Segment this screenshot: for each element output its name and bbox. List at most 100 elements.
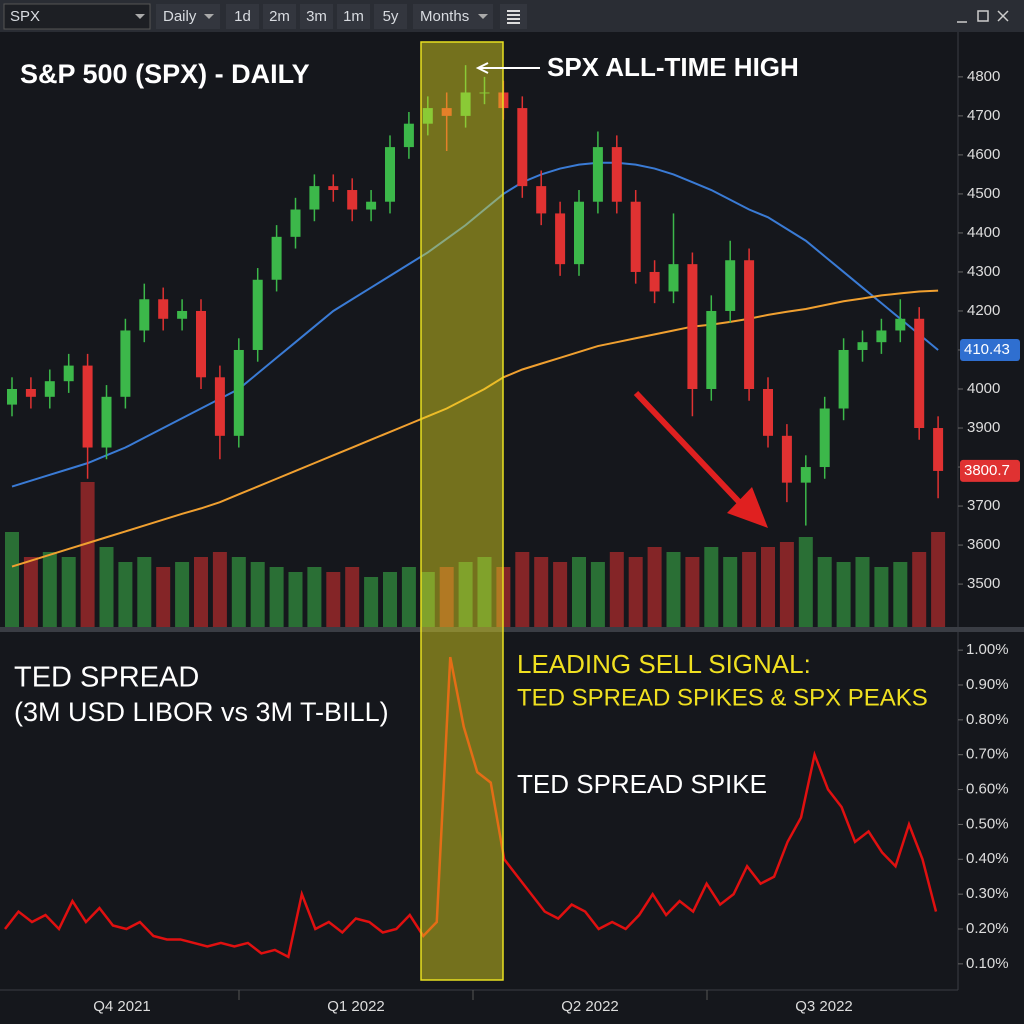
candle-body (838, 349, 849, 409)
ted-subtitle: (3M USD LIBOR vs 3M T-BILL) (14, 697, 389, 727)
range-button[interactable] (337, 4, 370, 29)
range-button[interactable] (300, 4, 333, 29)
candle-body (63, 365, 74, 382)
volume-bar (798, 537, 813, 627)
range-buttons: 1d 2m 3m 1m 5y (226, 4, 407, 29)
candle-body (630, 201, 641, 272)
volume-bar (590, 562, 605, 627)
y-tick-label: 0.30% (966, 885, 1009, 902)
candle-body (422, 108, 433, 124)
volume-bar (666, 552, 681, 627)
menu-button[interactable] (500, 4, 527, 29)
candle-body (252, 279, 263, 350)
y-tick-label: 3600 (967, 536, 1000, 553)
y-tick-label: 0.10% (966, 955, 1009, 972)
candle-body (25, 389, 36, 397)
y-tick-label: 4800 (967, 68, 1000, 85)
scale-button[interactable] (413, 4, 493, 29)
volume-bar (364, 577, 379, 627)
interval: Daily (163, 8, 197, 25)
candle-body (574, 201, 584, 265)
candle-body (668, 264, 679, 292)
x-label: Q4 2021 (93, 998, 151, 1015)
x-label: Q2 2022 (561, 998, 619, 1015)
volume-bar (401, 567, 416, 627)
range-button[interactable] (374, 4, 407, 29)
y-tick-label: 4300 (967, 263, 1000, 280)
volume-bar (175, 562, 190, 627)
y-tick-label: 0.60% (966, 781, 1009, 798)
volume-bar (534, 557, 549, 627)
candle-body (781, 435, 792, 483)
y-tick-label: 4500 (967, 185, 1000, 202)
volume-bar (458, 562, 473, 627)
candle-body (687, 264, 698, 389)
volume-bar (515, 552, 530, 627)
marks: 3500360037003800390040004100420043004400… (4, 65, 1020, 1015)
candle-body (536, 186, 547, 214)
candle-body (857, 342, 868, 350)
price-title: S&P 500 (SPX) - DAILY (20, 59, 310, 89)
volume-bar (156, 567, 171, 627)
signal-annotation: TED SPREAD SPIKES & SPX PEAKS (517, 684, 928, 711)
candle-body (82, 365, 93, 448)
volume-bar (231, 557, 246, 627)
moving-average (11, 289, 939, 568)
candle-body (403, 123, 414, 148)
x-label: Q3 2022 (795, 998, 853, 1015)
volume-bar (704, 547, 719, 627)
down-arrow (633, 390, 745, 508)
volume-bar (345, 567, 360, 627)
volume-bar (723, 557, 738, 627)
price-label-box (960, 338, 1020, 361)
dropdown-arrow (204, 14, 214, 19)
volume-bar (609, 552, 624, 627)
y-tick-label: 4200 (967, 302, 1000, 319)
range-button[interactable] (226, 4, 259, 29)
volume-bar (80, 482, 95, 627)
volume-bar (817, 557, 832, 627)
price-label: 3800.7 (964, 462, 1010, 479)
y-tick-label: 1.00% (966, 641, 1009, 658)
candle-body (120, 330, 131, 397)
candle-body (744, 260, 755, 389)
y-tick-label: 0.80% (966, 711, 1009, 728)
candle-body (819, 408, 830, 468)
y-tick-label: 4700 (967, 107, 1000, 124)
moving-average (11, 161, 939, 488)
volume-bar (572, 557, 586, 627)
price-label: 410.43 (964, 341, 1010, 358)
window-controls[interactable] (957, 10, 1009, 23)
volume-bar (855, 557, 870, 627)
candle-body (649, 271, 660, 292)
candle-body (800, 467, 811, 483)
symbol-box[interactable] (3, 3, 151, 30)
candle-body (328, 186, 339, 191)
ath-arrow (475, 62, 540, 74)
candle-body (592, 147, 603, 202)
down-arrow-head (727, 487, 768, 528)
volume-bar (836, 562, 851, 627)
candle-body (214, 377, 225, 436)
candle-body (366, 201, 377, 210)
candle-body (555, 213, 566, 265)
candle-body (385, 147, 395, 202)
volume-bar (912, 552, 927, 627)
candle-body (196, 310, 206, 378)
candle-body (271, 236, 282, 280)
volume-bar (326, 572, 341, 627)
candle-body (763, 389, 773, 436)
candle-body (479, 92, 490, 94)
candle-body (460, 92, 471, 116)
dropdown-arrow (478, 14, 488, 19)
range-button[interactable] (263, 4, 296, 29)
y-tick-label: 3500 (967, 575, 1000, 592)
ath-annotation: SPX ALL-TIME HIGH (547, 52, 799, 82)
volume-bar (118, 562, 133, 627)
y-tick-label: 4000 (967, 380, 1000, 397)
volume-bar (61, 557, 76, 627)
y-tick-label: 0.20% (966, 920, 1009, 937)
candle-body (309, 186, 320, 210)
y-tick-label: 0.70% (966, 746, 1009, 763)
